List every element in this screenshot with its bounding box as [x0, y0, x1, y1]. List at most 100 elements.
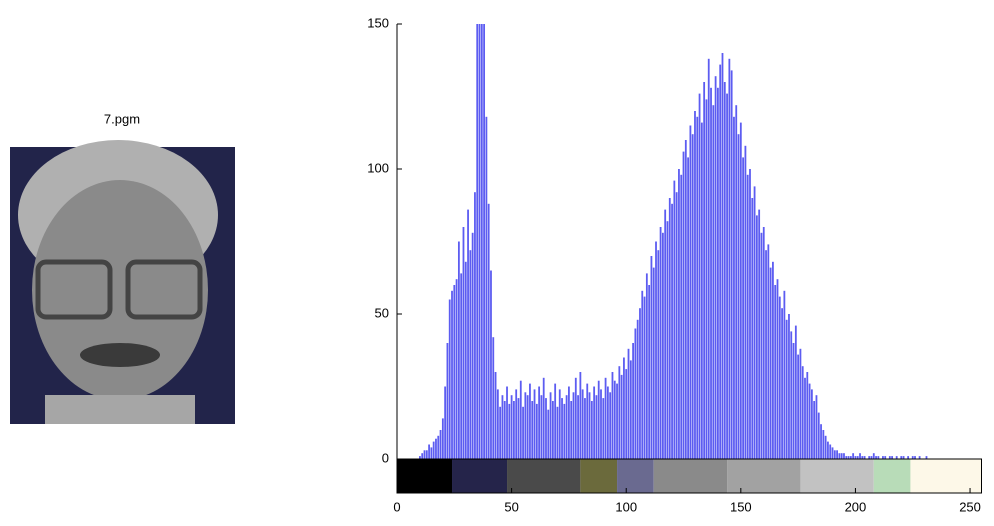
- bar: [430, 447, 433, 459]
- bar: [425, 450, 428, 459]
- bar: [749, 169, 751, 459]
- bar: [444, 386, 447, 459]
- bar: [503, 401, 506, 459]
- bar: [531, 401, 534, 459]
- bar: [629, 360, 632, 459]
- bar: [625, 369, 628, 459]
- bar: [659, 227, 662, 459]
- colorbar-segment: [873, 459, 911, 493]
- bar: [794, 325, 797, 459]
- colorbar-segment: [397, 459, 453, 493]
- bar: [611, 372, 614, 459]
- bar: [877, 456, 880, 459]
- bar: [547, 409, 550, 459]
- bar: [900, 456, 903, 459]
- bar: [822, 430, 825, 459]
- bar: [806, 372, 809, 459]
- bar: [577, 395, 579, 459]
- bar: [462, 227, 465, 459]
- bar: [517, 398, 520, 459]
- bar: [769, 267, 772, 459]
- image-title: 7.pgm: [104, 111, 140, 126]
- bar: [574, 377, 577, 459]
- bar: [808, 383, 811, 459]
- bar: [542, 377, 545, 459]
- colorbar-frame: [396, 458, 982, 494]
- bar: [522, 406, 524, 459]
- bar: [902, 456, 905, 459]
- bar: [469, 250, 472, 459]
- bar: [643, 296, 646, 459]
- bar: [597, 380, 600, 459]
- bar: [499, 406, 502, 459]
- bar: [448, 299, 451, 459]
- bar: [632, 343, 634, 459]
- bar: [453, 285, 456, 459]
- x-tick-label: 200: [845, 499, 867, 514]
- bar: [918, 456, 921, 459]
- x-tick-label: 50: [504, 499, 518, 514]
- bar: [714, 76, 717, 459]
- colorbar-segment: [653, 459, 728, 493]
- bar: [464, 261, 467, 459]
- bar: [852, 453, 855, 459]
- bar: [441, 418, 444, 459]
- x-tick-label: 150: [730, 499, 752, 514]
- bar: [584, 398, 586, 459]
- bar: [710, 87, 712, 460]
- bar: [623, 357, 625, 459]
- bar: [863, 456, 866, 459]
- bar: [506, 386, 508, 459]
- bar: [721, 53, 724, 459]
- bar: [872, 453, 875, 459]
- bar: [925, 456, 928, 459]
- bar: [668, 198, 671, 459]
- bar: [801, 366, 804, 459]
- bar: [810, 389, 813, 459]
- bar: [790, 331, 793, 459]
- plot-area: [397, 24, 982, 459]
- bar: [888, 456, 891, 459]
- bar: [513, 401, 515, 459]
- bar: [604, 377, 607, 459]
- bar: [744, 145, 747, 460]
- bar: [545, 398, 547, 459]
- bar: [758, 209, 761, 459]
- bar: [437, 435, 440, 459]
- bar: [600, 389, 602, 459]
- bar: [554, 383, 557, 459]
- bar: [817, 412, 820, 459]
- colorbar-segment: [617, 459, 654, 493]
- bar: [845, 456, 848, 459]
- bar: [726, 93, 728, 459]
- bar: [652, 267, 655, 459]
- bar: [785, 319, 788, 459]
- bar: [474, 192, 476, 459]
- x-tick-label: 0: [393, 499, 400, 514]
- bar: [753, 186, 756, 459]
- bar: [492, 337, 495, 459]
- bar: [467, 209, 469, 459]
- y-tick-label: 100: [367, 160, 389, 175]
- bar: [792, 343, 795, 459]
- bar: [501, 395, 504, 459]
- bar: [487, 203, 490, 459]
- bar: [421, 453, 424, 459]
- bar: [682, 151, 685, 459]
- bar: [813, 401, 816, 459]
- bar: [666, 221, 669, 459]
- bar: [451, 290, 453, 459]
- bar: [833, 450, 836, 459]
- bar: [490, 270, 492, 459]
- bar: [884, 456, 887, 459]
- bar: [783, 290, 786, 459]
- bar: [907, 456, 910, 459]
- bar: [455, 279, 458, 459]
- bar: [494, 372, 497, 459]
- bar: [432, 441, 435, 459]
- bar: [570, 401, 573, 459]
- bar: [760, 232, 763, 459]
- bar: [689, 125, 692, 459]
- colorbar-segment: [580, 459, 618, 493]
